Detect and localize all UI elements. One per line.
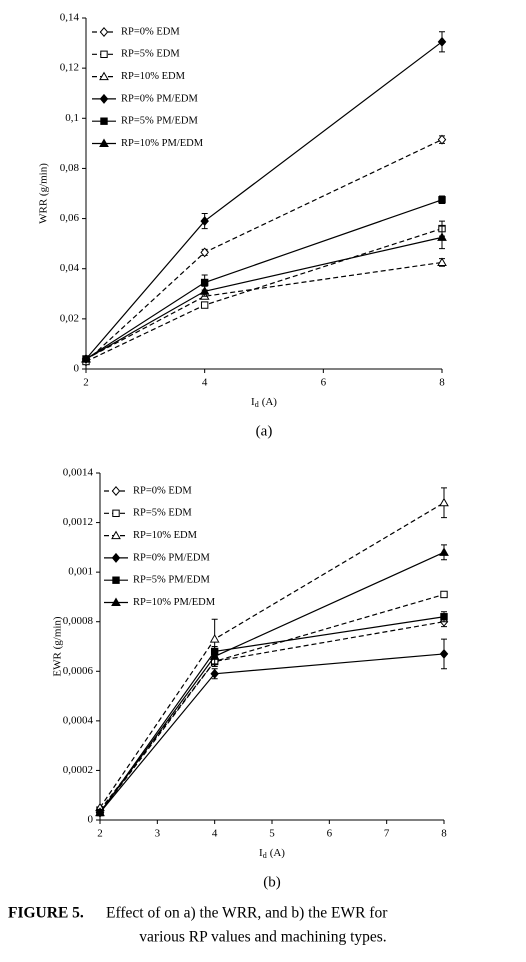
legend-label: RP=5% PM/EDM [121,116,198,127]
series-line [85,236,443,360]
x-label-sub: d [263,851,267,860]
y-tick-label: 0,02 [60,312,79,324]
marker [200,247,209,258]
marker [437,232,447,241]
legend-marker [99,27,109,37]
legend-label: RP=10% EDM [133,530,198,541]
series-line [99,616,445,813]
marker [440,613,448,621]
panel-label: (b) [263,874,281,890]
legend-label: RP=0% EDM [133,485,192,496]
x-tick-label: 8 [441,828,447,840]
x-label-unit: (A) [270,847,286,859]
y-tick-label: 0,0006 [63,665,94,677]
marker [438,196,446,204]
legend-label: RP=10% PM/EDM [121,138,204,149]
legend-marker [111,486,121,496]
x-tick-label: 2 [97,828,103,840]
marker [437,257,447,266]
x-axis-label: Id (A) [251,396,277,409]
legend-marker [112,509,120,518]
y-tick-label: 0,001 [68,566,93,578]
legend-label: RP=0% PM/EDM [133,552,210,563]
series-line [85,41,443,360]
legend-label: RP=0% PM/EDM [121,93,198,104]
legend-marker [100,50,108,58]
legend-marker [111,597,121,606]
y-axis-label: EWR (g/min) [52,616,64,677]
series-line [99,551,445,813]
panel-label: (a) [256,423,273,439]
marker [81,353,91,363]
x-tick-label: 5 [269,828,275,840]
y-tick-label: 0,0014 [63,467,94,479]
caption-text: Effect of on a) the WRR, and b) the EWR … [106,905,388,922]
y-tick-label: 0,06 [60,212,80,224]
legend-label: RP=5% EDM [133,508,192,519]
x-tick-label: 2 [83,377,89,389]
marker [200,278,209,287]
caption-text: various RP values and machining types. [139,929,386,946]
y-tick-label: 0,0012 [63,516,93,528]
legend-label: RP=10% PM/EDM [133,597,216,608]
x-tick-label: 4 [202,377,208,389]
y-tick-label: 0,0008 [63,615,94,627]
legend-label: RP=0% EDM [121,26,180,37]
y-tick-label: 0,12 [60,62,79,74]
y-tick-label: 0 [88,814,94,826]
x-tick-label: 3 [155,828,161,840]
x-tick-label: 6 [321,377,327,389]
y-tick-label: 0 [74,363,80,375]
marker [209,634,220,643]
legend-marker [111,552,121,563]
marker [439,648,449,659]
legend-marker [99,93,109,104]
caption-label: FIGURE 5. [8,905,84,922]
x-label-main: I [251,396,255,408]
legend-marker [99,138,109,147]
legend-label: RP=5% EDM [121,49,180,60]
marker [199,286,210,295]
y-tick-label: 0,08 [60,162,80,174]
y-axis-label: WRR (g/min) [38,163,50,224]
x-label-main: I [259,847,263,859]
legend-marker [100,117,108,125]
legend-label: RP=10% EDM [121,71,186,82]
x-axis-label: Id (A) [259,847,285,860]
y-tick-label: 0,0002 [63,764,93,776]
marker [439,497,449,507]
legend-marker [112,576,120,584]
marker [200,301,209,309]
y-tick-label: 0,0004 [63,714,94,726]
series-line [99,653,445,813]
y-tick-label: 0,04 [60,262,80,274]
legend-marker [99,71,109,81]
marker [200,216,209,227]
marker [439,547,449,556]
legend-label: RP=5% PM/EDM [133,575,210,586]
x-tick-label: 7 [384,828,390,840]
legend-marker [111,530,121,540]
series-line [99,621,445,813]
series-line [85,261,443,360]
x-label-unit: (A) [262,396,278,408]
marker [440,590,448,599]
x-tick-label: 8 [439,377,445,389]
series-line [85,228,443,363]
x-tick-label: 6 [327,828,333,840]
marker [95,807,105,817]
series-line [99,502,445,808]
y-tick-label: 0,14 [60,12,80,24]
marker [210,668,219,679]
marker [209,651,220,660]
marker [437,134,447,145]
marker [437,36,447,47]
series-line [99,593,445,811]
x-tick-label: 4 [212,828,218,840]
x-label-sub: d [255,400,259,409]
y-tick-label: 0,1 [65,112,79,124]
